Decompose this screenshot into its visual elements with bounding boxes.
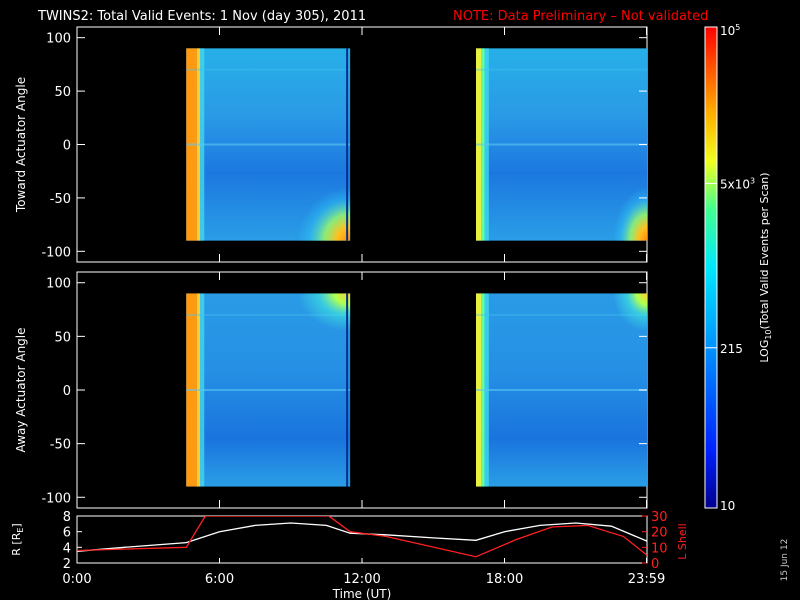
toward-angle-axis-label: Toward Actuator Angle — [14, 77, 28, 213]
colorbar-tick-label: 5x103 — [720, 176, 755, 191]
radius-tick-label: 4 — [63, 541, 71, 556]
time-axis-label: Time (UT) — [332, 587, 392, 600]
radius-tick-label: 2 — [63, 557, 71, 572]
heatmap-stripe — [476, 313, 647, 316]
heatmap-zero-stripe — [186, 143, 351, 146]
colorbar-gradient — [704, 26, 718, 509]
heatmap-block-2 — [476, 293, 647, 487]
preliminary-note: NOTE: Data Preliminary – Not validated — [453, 9, 708, 24]
time-tick-label: 12:00 — [343, 572, 380, 587]
heatmap-hot-region — [297, 187, 351, 241]
toward-y-ticks: 100 50 0 -50 -100 — [41, 32, 647, 260]
colorbar: 105 5x103 215 10 LOG10(Total Valid Events p… — [704, 23, 773, 513]
lshell-tick-label: 10 — [651, 541, 668, 556]
heatmap-zero-stripe — [186, 389, 351, 391]
lshell-tick-label: 0 — [651, 557, 659, 572]
y-tick-label: 50 — [54, 85, 71, 100]
away-angle-panel: 100 50 0 -50 -100 Away Actuator Angle — [14, 271, 648, 509]
heatmap-hot-region — [612, 293, 647, 331]
lshell-tick-label: 20 — [651, 526, 668, 541]
away-heatmap-data — [186, 293, 647, 487]
radius-tick-label: 6 — [63, 526, 71, 541]
toward-angle-panel: 100 50 0 -50 -100 Toward Actuator Angle — [14, 26, 648, 263]
y-tick-label: -100 — [41, 491, 71, 506]
lshell-axis-label: L Shell — [676, 523, 689, 559]
heatmap-scan-edge — [346, 48, 349, 241]
colorbar-tick-label: 215 — [720, 342, 743, 356]
time-tick-label: 23:59 — [628, 572, 665, 587]
heatmap-block-1 — [186, 293, 351, 487]
colorbar-tick-label: 105 — [720, 23, 740, 38]
y-tick-label: -50 — [50, 438, 71, 453]
heatmap-block-2 — [476, 48, 647, 241]
radius-series-line — [77, 522, 647, 552]
y-tick-label: -50 — [50, 192, 71, 207]
figure-title: TWINS2: Total Valid Events: 1 Nov (day 3… — [37, 9, 366, 24]
lshell-series-line — [77, 516, 647, 558]
time-tick-label: 6:00 — [205, 572, 234, 587]
away-angle-axis-label: Away Actuator Angle — [14, 327, 28, 452]
colorbar-tick-label: 10 — [720, 499, 735, 513]
radius-axis-label: R [RE] — [10, 523, 25, 555]
date-stamp: 15 Jun 12 — [780, 539, 790, 582]
orbit-panel-frame — [76, 515, 648, 564]
time-x-ticks: 0:00 6:00 12:00 18:00 23:59 — [62, 27, 665, 587]
heatmap-stripe — [186, 68, 351, 71]
heatmap-hot-region — [297, 293, 351, 331]
y-tick-label: 50 — [54, 330, 71, 345]
colorbar-label: LOG10(Total Valid Events per Scan) — [758, 172, 773, 362]
heatmap-hot-region — [612, 187, 647, 241]
toward-heatmap-data — [186, 48, 647, 241]
time-tick-label: 0:00 — [62, 572, 91, 587]
radius-tick-label: 8 — [63, 510, 71, 525]
y-tick-label: 100 — [46, 32, 71, 47]
orbit-lines — [77, 516, 647, 558]
heatmap-zero-stripe — [476, 389, 647, 391]
y-tick-label: 100 — [46, 277, 71, 292]
time-tick-label: 18:00 — [486, 572, 523, 587]
away-y-ticks: 100 50 0 -50 -100 — [41, 277, 647, 506]
heatmap-stripe — [186, 313, 351, 316]
heatmap-zero-stripe — [476, 143, 647, 146]
y-tick-label: 0 — [63, 384, 71, 399]
colorbar-ticks: 105 5x103 215 10 — [705, 23, 755, 513]
heatmap-block-1 — [186, 48, 351, 241]
heatmap-stripe — [476, 68, 647, 71]
y-tick-label: 0 — [63, 139, 71, 154]
lshell-tick-label: 30 — [651, 510, 668, 525]
y-tick-label: -100 — [41, 245, 71, 260]
heatmap-scan-edge — [346, 293, 349, 487]
